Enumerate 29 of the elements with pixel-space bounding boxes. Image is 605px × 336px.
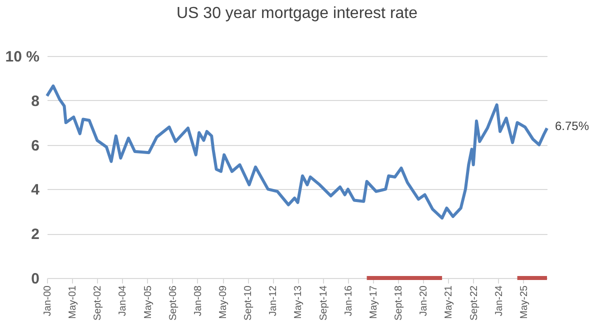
x-tick-label: May-05 [142, 285, 154, 319]
x-tick-label: Jan-20 [418, 285, 430, 316]
chart-title: US 30 year mortgage interest rate [176, 5, 418, 22]
y-tick-label: 8 [31, 92, 40, 110]
y-tick-label: 6 [31, 137, 40, 154]
x-tick-label: Jan-00 [42, 285, 54, 316]
line-series [46, 84, 548, 220]
y-tick-label: 4 [31, 182, 40, 199]
annotation: 6.75% [555, 119, 590, 134]
x-tick-label: May-13 [293, 285, 304, 319]
x-tick-label: May-25 [518, 285, 530, 319]
x-tick-label: May-01 [68, 285, 79, 319]
x-tick-label: Jan-24 [494, 285, 505, 316]
y-tick-label: 10 % [5, 48, 40, 66]
x-tick-label: Sept-10 [243, 285, 254, 321]
x-tick-label: Sept-06 [168, 285, 179, 321]
x-tick-label: Jan-16 [343, 285, 354, 316]
x-tick-label: Sept-22 [468, 285, 480, 321]
x-tick-label: May-17 [368, 285, 380, 319]
x-tick-label: May-09 [218, 285, 230, 319]
x-tick-label: Sept-18 [394, 285, 405, 321]
x-tick-label: May-21 [444, 285, 455, 319]
x-tick-label: Sept-14 [318, 285, 330, 321]
x-tick-label: Jan-08 [192, 285, 204, 316]
y-tick-label: 0 [31, 270, 40, 288]
x-tick-label: Jan-12 [268, 285, 280, 316]
x-tick-label: Sept-02 [92, 285, 104, 321]
x-tick-label: Jan-04 [118, 285, 129, 316]
y-tick-label: 2 [31, 226, 40, 244]
